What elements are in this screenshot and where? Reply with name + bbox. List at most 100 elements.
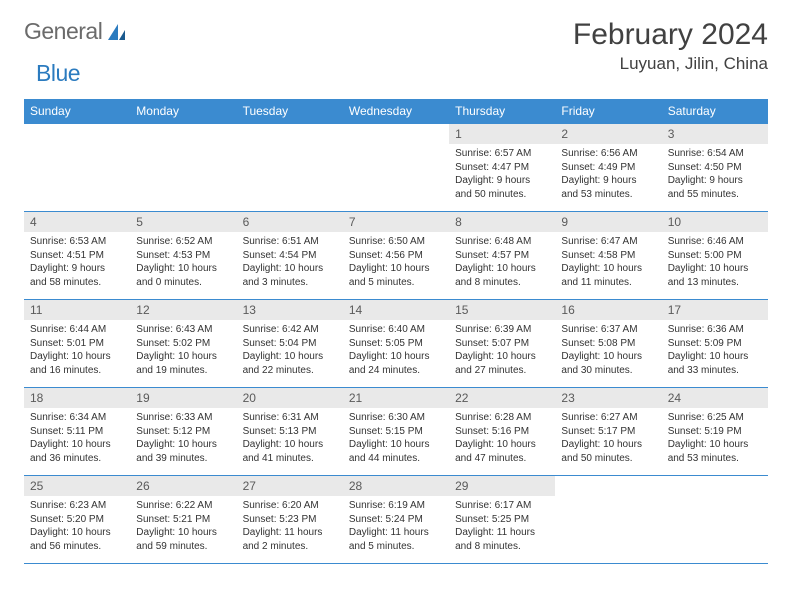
weekday-header: Monday	[130, 99, 236, 124]
logo-text-blue: Blue	[36, 60, 80, 86]
day-details: Sunrise: 6:46 AMSunset: 5:00 PMDaylight:…	[662, 232, 768, 294]
calendar-day-cell: 18Sunrise: 6:34 AMSunset: 5:11 PMDayligh…	[24, 388, 130, 476]
day-number: 12	[130, 300, 236, 320]
day-number: 6	[237, 212, 343, 232]
calendar-day-cell	[343, 124, 449, 212]
empty-day-number	[130, 124, 236, 144]
calendar-day-cell: 25Sunrise: 6:23 AMSunset: 5:20 PMDayligh…	[24, 476, 130, 564]
day-details: Sunrise: 6:50 AMSunset: 4:56 PMDaylight:…	[343, 232, 449, 294]
day-details: Sunrise: 6:42 AMSunset: 5:04 PMDaylight:…	[237, 320, 343, 382]
calendar-day-cell: 8Sunrise: 6:48 AMSunset: 4:57 PMDaylight…	[449, 212, 555, 300]
calendar-day-cell: 5Sunrise: 6:52 AMSunset: 4:53 PMDaylight…	[130, 212, 236, 300]
day-number: 17	[662, 300, 768, 320]
day-details: Sunrise: 6:20 AMSunset: 5:23 PMDaylight:…	[237, 496, 343, 558]
weekday-header: Wednesday	[343, 99, 449, 124]
day-details: Sunrise: 6:17 AMSunset: 5:25 PMDaylight:…	[449, 496, 555, 558]
calendar-day-cell: 7Sunrise: 6:50 AMSunset: 4:56 PMDaylight…	[343, 212, 449, 300]
calendar-day-cell: 24Sunrise: 6:25 AMSunset: 5:19 PMDayligh…	[662, 388, 768, 476]
logo-sail-icon	[106, 22, 128, 42]
calendar-day-cell	[24, 124, 130, 212]
day-details: Sunrise: 6:23 AMSunset: 5:20 PMDaylight:…	[24, 496, 130, 558]
day-details: Sunrise: 6:28 AMSunset: 5:16 PMDaylight:…	[449, 408, 555, 470]
day-details: Sunrise: 6:44 AMSunset: 5:01 PMDaylight:…	[24, 320, 130, 382]
day-number: 8	[449, 212, 555, 232]
weekday-header: Thursday	[449, 99, 555, 124]
day-number: 20	[237, 388, 343, 408]
calendar-day-cell: 4Sunrise: 6:53 AMSunset: 4:51 PMDaylight…	[24, 212, 130, 300]
day-details: Sunrise: 6:27 AMSunset: 5:17 PMDaylight:…	[555, 408, 661, 470]
calendar-day-cell: 1Sunrise: 6:57 AMSunset: 4:47 PMDaylight…	[449, 124, 555, 212]
calendar-day-cell: 29Sunrise: 6:17 AMSunset: 5:25 PMDayligh…	[449, 476, 555, 564]
day-details: Sunrise: 6:31 AMSunset: 5:13 PMDaylight:…	[237, 408, 343, 470]
day-details: Sunrise: 6:51 AMSunset: 4:54 PMDaylight:…	[237, 232, 343, 294]
calendar-day-cell: 23Sunrise: 6:27 AMSunset: 5:17 PMDayligh…	[555, 388, 661, 476]
calendar-day-cell: 3Sunrise: 6:54 AMSunset: 4:50 PMDaylight…	[662, 124, 768, 212]
day-number: 29	[449, 476, 555, 496]
day-details: Sunrise: 6:39 AMSunset: 5:07 PMDaylight:…	[449, 320, 555, 382]
calendar-day-cell: 10Sunrise: 6:46 AMSunset: 5:00 PMDayligh…	[662, 212, 768, 300]
weekday-header: Sunday	[24, 99, 130, 124]
day-number: 24	[662, 388, 768, 408]
day-number: 10	[662, 212, 768, 232]
weekday-header: Saturday	[662, 99, 768, 124]
day-number: 4	[24, 212, 130, 232]
calendar-day-cell: 11Sunrise: 6:44 AMSunset: 5:01 PMDayligh…	[24, 300, 130, 388]
day-details: Sunrise: 6:48 AMSunset: 4:57 PMDaylight:…	[449, 232, 555, 294]
calendar-week-row: 4Sunrise: 6:53 AMSunset: 4:51 PMDaylight…	[24, 212, 768, 300]
day-details: Sunrise: 6:34 AMSunset: 5:11 PMDaylight:…	[24, 408, 130, 470]
calendar-day-cell: 26Sunrise: 6:22 AMSunset: 5:21 PMDayligh…	[130, 476, 236, 564]
empty-day-number	[237, 124, 343, 144]
day-details: Sunrise: 6:30 AMSunset: 5:15 PMDaylight:…	[343, 408, 449, 470]
day-number: 25	[24, 476, 130, 496]
empty-day-number	[662, 476, 768, 496]
day-details: Sunrise: 6:36 AMSunset: 5:09 PMDaylight:…	[662, 320, 768, 382]
calendar-week-row: 25Sunrise: 6:23 AMSunset: 5:20 PMDayligh…	[24, 476, 768, 564]
day-number: 22	[449, 388, 555, 408]
calendar-day-cell: 12Sunrise: 6:43 AMSunset: 5:02 PMDayligh…	[130, 300, 236, 388]
empty-day-number	[555, 476, 661, 496]
day-number: 14	[343, 300, 449, 320]
day-details: Sunrise: 6:33 AMSunset: 5:12 PMDaylight:…	[130, 408, 236, 470]
day-details: Sunrise: 6:22 AMSunset: 5:21 PMDaylight:…	[130, 496, 236, 558]
day-number: 19	[130, 388, 236, 408]
day-number: 5	[130, 212, 236, 232]
day-number: 21	[343, 388, 449, 408]
day-details: Sunrise: 6:19 AMSunset: 5:24 PMDaylight:…	[343, 496, 449, 558]
calendar-day-cell: 20Sunrise: 6:31 AMSunset: 5:13 PMDayligh…	[237, 388, 343, 476]
weekday-header: Tuesday	[237, 99, 343, 124]
day-number: 23	[555, 388, 661, 408]
calendar-week-row: 11Sunrise: 6:44 AMSunset: 5:01 PMDayligh…	[24, 300, 768, 388]
empty-day-number	[343, 124, 449, 144]
calendar-day-cell: 2Sunrise: 6:56 AMSunset: 4:49 PMDaylight…	[555, 124, 661, 212]
day-number: 1	[449, 124, 555, 144]
calendar-day-cell: 13Sunrise: 6:42 AMSunset: 5:04 PMDayligh…	[237, 300, 343, 388]
calendar-week-row: 1Sunrise: 6:57 AMSunset: 4:47 PMDaylight…	[24, 124, 768, 212]
day-details: Sunrise: 6:54 AMSunset: 4:50 PMDaylight:…	[662, 144, 768, 206]
weekday-header-row: SundayMondayTuesdayWednesdayThursdayFrid…	[24, 99, 768, 124]
day-details: Sunrise: 6:53 AMSunset: 4:51 PMDaylight:…	[24, 232, 130, 294]
calendar-day-cell: 22Sunrise: 6:28 AMSunset: 5:16 PMDayligh…	[449, 388, 555, 476]
day-number: 26	[130, 476, 236, 496]
day-number: 2	[555, 124, 661, 144]
day-details: Sunrise: 6:25 AMSunset: 5:19 PMDaylight:…	[662, 408, 768, 470]
calendar-day-cell: 15Sunrise: 6:39 AMSunset: 5:07 PMDayligh…	[449, 300, 555, 388]
logo: General	[24, 18, 130, 45]
day-number: 18	[24, 388, 130, 408]
day-number: 9	[555, 212, 661, 232]
calendar-day-cell: 28Sunrise: 6:19 AMSunset: 5:24 PMDayligh…	[343, 476, 449, 564]
day-details: Sunrise: 6:47 AMSunset: 4:58 PMDaylight:…	[555, 232, 661, 294]
calendar-week-row: 18Sunrise: 6:34 AMSunset: 5:11 PMDayligh…	[24, 388, 768, 476]
calendar-day-cell: 6Sunrise: 6:51 AMSunset: 4:54 PMDaylight…	[237, 212, 343, 300]
calendar-day-cell	[662, 476, 768, 564]
day-number: 3	[662, 124, 768, 144]
calendar-table: SundayMondayTuesdayWednesdayThursdayFrid…	[24, 99, 768, 564]
calendar-day-cell: 16Sunrise: 6:37 AMSunset: 5:08 PMDayligh…	[555, 300, 661, 388]
day-number: 28	[343, 476, 449, 496]
day-details: Sunrise: 6:56 AMSunset: 4:49 PMDaylight:…	[555, 144, 661, 206]
calendar-day-cell: 9Sunrise: 6:47 AMSunset: 4:58 PMDaylight…	[555, 212, 661, 300]
day-details: Sunrise: 6:43 AMSunset: 5:02 PMDaylight:…	[130, 320, 236, 382]
month-title: February 2024	[573, 18, 768, 52]
calendar-day-cell	[130, 124, 236, 212]
day-details: Sunrise: 6:40 AMSunset: 5:05 PMDaylight:…	[343, 320, 449, 382]
day-details: Sunrise: 6:52 AMSunset: 4:53 PMDaylight:…	[130, 232, 236, 294]
